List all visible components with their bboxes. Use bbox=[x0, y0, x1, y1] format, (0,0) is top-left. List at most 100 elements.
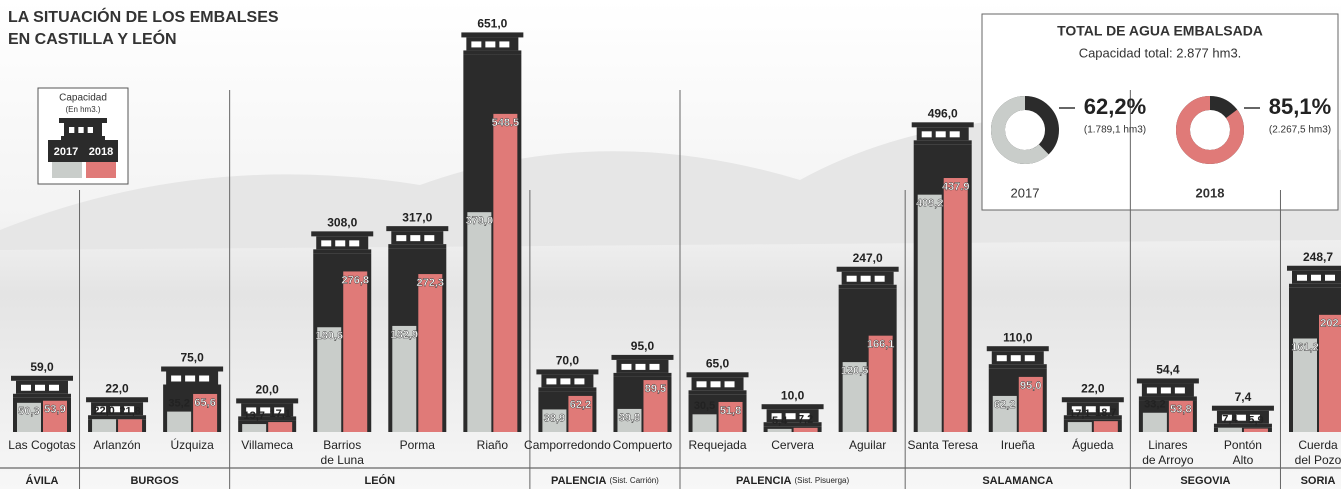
bar-y2017 bbox=[242, 424, 267, 432]
bar-y2017 bbox=[92, 419, 117, 432]
value-label: 276,8 bbox=[341, 274, 369, 286]
tower-cap bbox=[761, 404, 824, 410]
donut-value: 62,2% bbox=[1084, 94, 1146, 119]
legend-label: 2017 bbox=[54, 146, 78, 158]
bar-y2017 bbox=[17, 402, 41, 432]
bar-y2018 bbox=[43, 400, 67, 432]
value-label: 272,3 bbox=[417, 277, 445, 289]
tower-window bbox=[260, 407, 271, 414]
tower-window bbox=[499, 41, 510, 48]
tower-window bbox=[785, 413, 796, 420]
value-label: 5,9 bbox=[1248, 414, 1263, 426]
tower-window bbox=[649, 363, 660, 370]
bar-y2018 bbox=[568, 395, 593, 432]
capacity-label: 54,4 bbox=[1156, 363, 1180, 377]
tower-window bbox=[96, 406, 107, 413]
group-sub: (Sist. Carrión) bbox=[609, 476, 659, 485]
tower-base bbox=[1138, 396, 1197, 401]
reservoir-name: de Arroyo bbox=[1142, 453, 1194, 467]
value-label: 202. bbox=[1320, 318, 1341, 330]
tower-cap bbox=[1061, 397, 1124, 403]
capacity-label: 70,0 bbox=[556, 354, 580, 368]
bar-y2018 bbox=[193, 393, 218, 432]
value-label: 62,2 bbox=[570, 399, 591, 411]
tower-base bbox=[1063, 415, 1122, 420]
tower-window bbox=[335, 240, 346, 247]
tower-window bbox=[35, 384, 45, 391]
reservoir-name: Compuerto bbox=[613, 438, 673, 452]
group-name: PALENCIA bbox=[736, 475, 791, 487]
group-name: BURGOS bbox=[130, 475, 178, 487]
bar-y2017 bbox=[467, 212, 492, 432]
value-label: 18,7 bbox=[1095, 407, 1116, 419]
group-label: LEÓN bbox=[364, 474, 395, 487]
tower-window bbox=[1297, 274, 1307, 281]
tower-window bbox=[696, 381, 707, 388]
group-label: PALENCIA (Sist. Carrión) bbox=[551, 475, 659, 487]
capacity-bar bbox=[238, 420, 297, 432]
capacity-label: 7,4 bbox=[1235, 390, 1252, 404]
tower-window bbox=[110, 406, 121, 413]
tower-base bbox=[88, 415, 147, 420]
tower-window bbox=[21, 384, 31, 391]
bar-y2017 bbox=[842, 362, 867, 432]
capacity-label: 110,0 bbox=[1003, 330, 1033, 344]
legend-dark bbox=[48, 140, 118, 162]
legend-swatch-2017 bbox=[52, 162, 82, 178]
bar-y2017 bbox=[1293, 338, 1317, 432]
capacity-label: 10,0 bbox=[781, 388, 805, 402]
group-label: PALENCIA (Sist. Pisuerga) bbox=[736, 475, 849, 487]
bar-y2017 bbox=[692, 414, 717, 432]
value-label: 120,5 bbox=[841, 365, 869, 377]
tower-window bbox=[171, 375, 182, 382]
tower-window bbox=[1071, 406, 1082, 413]
tower-base bbox=[163, 384, 222, 389]
donut-amount: (1.789,1 hm3) bbox=[1084, 125, 1146, 136]
title-line: EN CASTILLA Y LEÓN bbox=[8, 29, 177, 48]
group-name: LEÓN bbox=[364, 474, 395, 487]
value-label: 166,1 bbox=[867, 339, 895, 351]
tower-window bbox=[621, 363, 632, 370]
legend-title: Capacidad bbox=[59, 93, 107, 104]
tower-window bbox=[771, 413, 782, 420]
tower-base bbox=[1213, 423, 1272, 428]
tower-cap bbox=[161, 366, 224, 372]
bar-y2017 bbox=[1067, 422, 1092, 432]
tower-window bbox=[424, 235, 435, 242]
tower-window bbox=[996, 355, 1007, 362]
group-name: SEGOVIA bbox=[1180, 475, 1230, 487]
capacity-label: 496,0 bbox=[928, 106, 958, 120]
group-name: PALENCIA bbox=[551, 475, 606, 487]
tower-window bbox=[846, 275, 857, 282]
bar-y2017 bbox=[1217, 427, 1242, 432]
bar-y2017 bbox=[392, 325, 417, 432]
tower-base bbox=[388, 244, 447, 249]
value-label: 13,7 bbox=[243, 410, 264, 422]
value-label: 50,3 bbox=[18, 406, 39, 418]
value-label: 17,1 bbox=[1069, 408, 1090, 420]
donut-year: 2018 bbox=[1196, 185, 1225, 200]
tower-cap bbox=[686, 372, 749, 378]
reservoir-name: Las Cogotas bbox=[8, 438, 75, 452]
tower-window bbox=[1099, 406, 1110, 413]
capacity-label: 247,0 bbox=[853, 251, 883, 265]
tower-window bbox=[349, 240, 360, 247]
reservoir-name: Úzquiza bbox=[170, 437, 214, 452]
reservoir-name: Riaño bbox=[477, 438, 509, 452]
reservoir-name: Porma bbox=[400, 438, 436, 452]
tower-base bbox=[838, 284, 897, 289]
tower-cap bbox=[461, 32, 524, 38]
bar-y2018 bbox=[1243, 428, 1268, 432]
bar-y2018 bbox=[1168, 400, 1193, 432]
donut-value: 85,1% bbox=[1269, 94, 1331, 119]
tower-cap bbox=[59, 118, 107, 123]
tower-window bbox=[1325, 274, 1335, 281]
tower-window bbox=[49, 384, 59, 391]
reservoir-name: Camporredondo bbox=[524, 438, 611, 452]
capacity-label: 22,0 bbox=[1081, 381, 1105, 395]
bar-y2018 bbox=[343, 271, 368, 432]
tower-base bbox=[763, 422, 822, 427]
value-label: 548.5 bbox=[492, 117, 520, 129]
capacity-label: 651,0 bbox=[477, 17, 507, 31]
tower-window bbox=[485, 41, 496, 48]
